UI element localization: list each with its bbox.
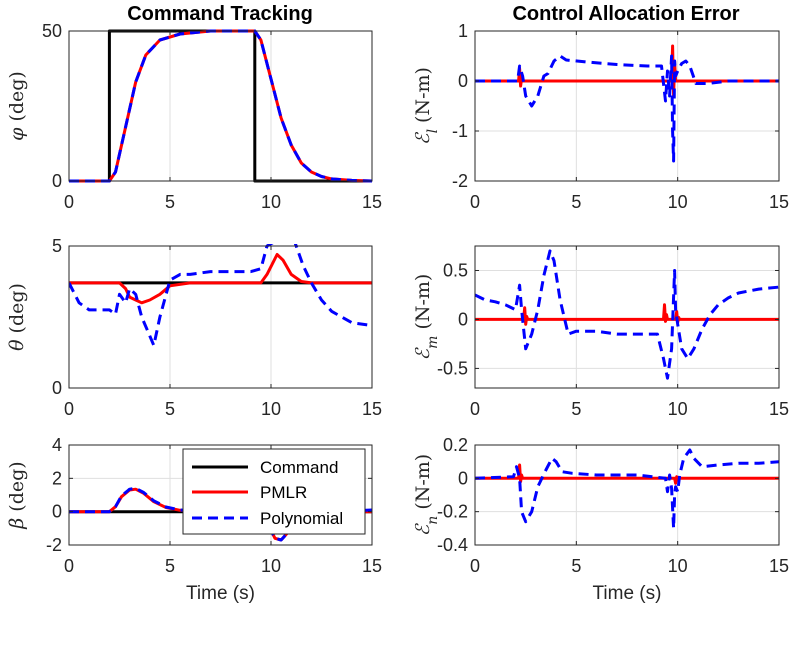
series-group (475, 44, 779, 163)
x-tick-label: 0 (64, 556, 74, 576)
x-tick-label: 15 (362, 556, 382, 576)
x-tick-label: 15 (362, 192, 382, 212)
x-tick-label: 0 (470, 399, 480, 419)
series-line-polynomial (69, 244, 372, 347)
x-tick-label: 10 (668, 556, 688, 576)
y-axis-label: ℰm (N-m) (412, 274, 441, 361)
y-axis-unit: (N-m) (412, 454, 434, 510)
y-axis-unit: (deg) (6, 461, 28, 511)
y-axis-symbol: θ (6, 339, 28, 351)
x-tick-label: 15 (362, 399, 382, 419)
y-tick-label: 50 (42, 21, 62, 41)
plot-em-error: 0 5 10 15 -0.5 0 0.5 ℰm (N-m) (412, 245, 789, 419)
plot-area (475, 31, 779, 181)
y-tick-label: 0 (52, 502, 62, 522)
y-axis-subscript: n (425, 516, 441, 525)
axes-frame (474, 245, 780, 389)
y-axis-label: φ (deg) (6, 71, 28, 141)
x-tick-label: 15 (769, 399, 789, 419)
y-tick-label: -2 (452, 171, 468, 191)
y-axis-symbol: ℰ (412, 346, 434, 360)
axes-frame (68, 444, 373, 546)
legend-pmlr-label: PMLR (260, 483, 307, 502)
x-tick-label: 5 (165, 192, 175, 212)
plot-area (69, 31, 372, 181)
series-line-polynomial (475, 54, 779, 163)
x-tick-label: 5 (571, 192, 581, 212)
x-tick-label: 10 (668, 399, 688, 419)
y-tick-label: 0.2 (443, 435, 468, 455)
x-tick-label: 15 (769, 192, 789, 212)
x-tick-label: 15 (769, 556, 789, 576)
plot-en-error: 0 5 10 15 -0.4 -0.2 0 0.2 ℰn (N-m) Time (s) (412, 435, 789, 604)
series-group (69, 244, 372, 347)
y-axis-subscript: l (425, 129, 441, 133)
plot-theta: 0 5 10 15 0 5 θ (deg) (6, 236, 382, 419)
x-tick-label: 10 (668, 192, 688, 212)
y-tick-label: 0 (52, 378, 62, 398)
y-axis-label: ℰn (N-m) (412, 454, 441, 536)
y-tick-label: 2 (52, 468, 62, 488)
x-axis-label: Time (s) (593, 583, 662, 604)
x-tick-label: 10 (261, 192, 281, 212)
y-axis-symbol: ℰ (412, 522, 434, 536)
plot-area (475, 445, 779, 545)
legend: Command PMLR Polynomial (182, 448, 366, 535)
y-tick-label: 0 (458, 309, 468, 329)
y-tick-label: 0 (458, 71, 468, 91)
y-tick-label: -0.5 (437, 358, 468, 378)
y-axis-unit: (deg) (6, 283, 28, 333)
y-tick-label: 1 (458, 21, 468, 41)
right-column-title: Control Allocation Error (512, 3, 739, 25)
legend-command-label: Command (260, 458, 338, 477)
left-column-title: Command Tracking (127, 3, 313, 25)
y-axis-symbol: ℰ (412, 131, 434, 145)
y-axis-label: β (deg) (6, 461, 28, 529)
y-tick-label: -2 (46, 535, 62, 555)
x-tick-label: 0 (470, 556, 480, 576)
x-tick-label: 0 (64, 192, 74, 212)
x-tick-label: 5 (571, 556, 581, 576)
y-axis-unit: (N-m) (412, 67, 434, 123)
y-axis-symbol: φ (6, 127, 28, 141)
axes-frame (68, 30, 373, 182)
series-group (475, 448, 779, 530)
y-axis-symbol: β (6, 518, 28, 530)
x-tick-label: 10 (261, 399, 281, 419)
y-tick-label: 4 (52, 435, 62, 455)
plot-area (475, 246, 779, 388)
y-tick-label: -0.4 (437, 535, 468, 555)
x-tick-label: 5 (165, 399, 175, 419)
y-axis-subscript: m (425, 336, 441, 349)
x-tick-label: 0 (64, 399, 74, 419)
series-group (475, 249, 779, 380)
y-axis-unit: (N-m) (412, 274, 434, 330)
y-tick-label: 0 (458, 468, 468, 488)
legend-polynomial-label: Polynomial (260, 509, 343, 528)
y-tick-label: 0.5 (443, 260, 468, 280)
y-axis-unit: (deg) (6, 71, 28, 121)
x-tick-label: 10 (261, 556, 281, 576)
x-tick-label: 5 (165, 556, 175, 576)
y-tick-label: 5 (52, 236, 62, 256)
x-tick-label: 0 (470, 192, 480, 212)
y-tick-label: -0.2 (437, 502, 468, 522)
axes-frame (474, 30, 780, 182)
x-axis-label: Time (s) (186, 583, 255, 604)
x-tick-label: 5 (571, 399, 581, 419)
series-line-polynomial (475, 249, 779, 380)
plot-el-error: 0 5 10 15 -2 -1 0 1 ℰl (N-m) (412, 21, 789, 212)
plot-phi: 0 5 10 15 0 50 φ (deg) (6, 21, 382, 212)
plot-area (69, 246, 372, 388)
y-axis-label: θ (deg) (6, 283, 28, 351)
y-axis-label: ℰl (N-m) (412, 67, 441, 145)
y-tick-label: 0 (52, 171, 62, 191)
axes-frame (474, 444, 780, 546)
axes-frame (68, 245, 373, 389)
y-tick-label: -1 (452, 121, 468, 141)
